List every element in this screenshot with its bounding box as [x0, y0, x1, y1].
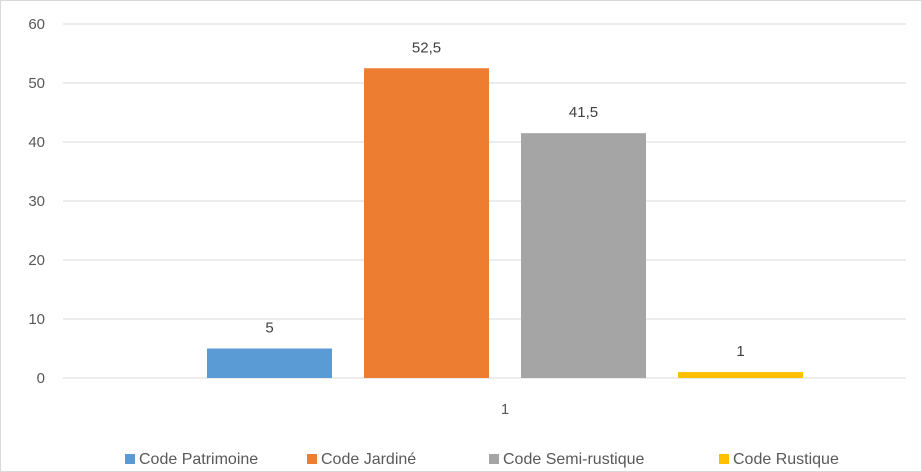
data-label: 1 — [736, 343, 744, 360]
legend: Code Patrimoine Code Jardiné Code Semi-rus… — [125, 451, 839, 468]
bars — [207, 68, 803, 378]
y-tick-label: 20 — [28, 252, 45, 269]
data-label: 41,5 — [569, 104, 598, 121]
bar-code-jardiné — [364, 68, 489, 378]
legend-swatch — [489, 454, 499, 464]
legend-swatch — [719, 454, 729, 464]
y-tick-label: 50 — [28, 75, 45, 92]
legend-label: Code Patrimoine — [139, 451, 258, 468]
data-label: 5 — [265, 320, 273, 337]
legend-item: Code Semi-rustique — [489, 451, 645, 468]
y-tick-label: 40 — [28, 134, 45, 151]
legend-swatch — [307, 454, 317, 464]
legend-item: Code Patrimoine — [125, 451, 258, 468]
bar-code-rustique — [678, 372, 803, 378]
data-label: 52,5 — [412, 39, 441, 56]
bar-code-semi-rustique — [521, 133, 646, 378]
legend-label: Code Rustique — [733, 451, 839, 468]
x-category-label: 1 — [501, 401, 509, 418]
y-tick-label: 0 — [37, 370, 45, 387]
legend-label: Code Jardiné — [321, 451, 416, 468]
legend-item: Code Jardiné — [307, 451, 416, 468]
legend-swatch — [125, 454, 135, 464]
y-tick-label: 60 — [28, 16, 45, 33]
legend-item: Code Rustique — [719, 451, 839, 468]
y-axis: 0 10 20 30 40 50 60 — [28, 16, 45, 387]
x-axis: 1 — [501, 401, 509, 418]
y-tick-label: 30 — [28, 193, 45, 210]
legend-label: Code Semi-rustique — [503, 451, 645, 468]
bar-code-patrimoine — [207, 348, 332, 378]
data-labels: 5 52,5 41,5 1 — [265, 39, 744, 360]
y-tick-label: 10 — [28, 311, 45, 328]
